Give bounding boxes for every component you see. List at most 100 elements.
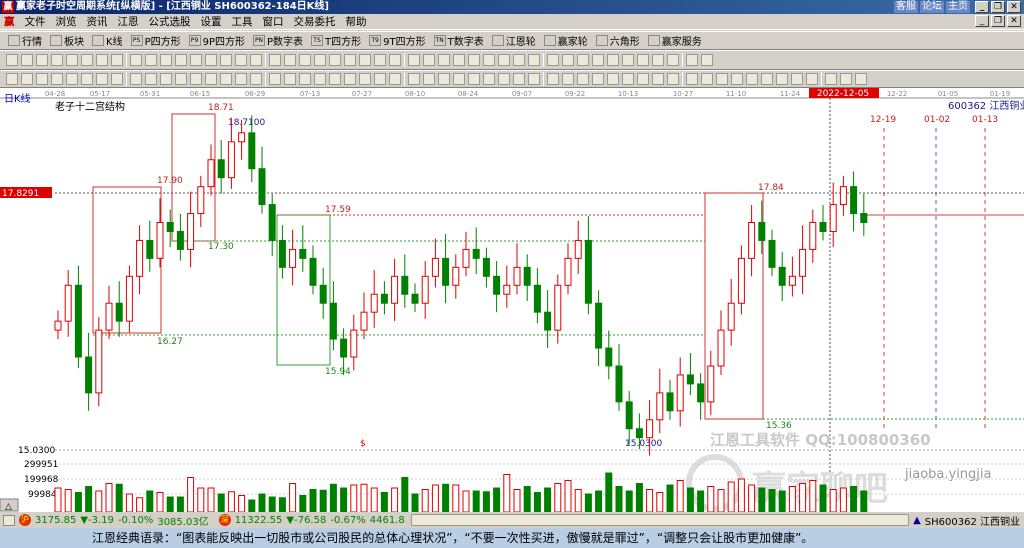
tool-icon[interactable] — [51, 73, 63, 85]
tool-icon[interactable] — [235, 73, 247, 85]
toolbar-5[interactable]: PN P数字表 — [253, 33, 303, 48]
link-forum[interactable]: 论坛 — [920, 1, 944, 13]
restore-icon[interactable]: ❐ — [991, 1, 1005, 13]
tool-icon[interactable] — [220, 54, 232, 66]
tool-icon[interactable] — [130, 73, 142, 85]
tool-icon[interactable] — [408, 73, 420, 85]
menu-gann[interactable]: 江恩 — [117, 16, 139, 28]
child-restore-icon[interactable]: ❐ — [991, 15, 1005, 27]
tool-icon[interactable] — [205, 73, 217, 85]
tool-icon[interactable] — [250, 54, 262, 66]
tool-icon[interactable] — [66, 54, 78, 66]
tool-icon[interactable] — [776, 73, 788, 85]
menu-help[interactable]: 帮助 — [345, 16, 367, 28]
menu-formula[interactable]: 公式选股 — [148, 16, 191, 28]
tool-icon[interactable] — [329, 73, 341, 85]
tool-icon[interactable] — [175, 54, 187, 66]
tool-icon[interactable] — [145, 73, 157, 85]
toolbar-10[interactable]: 赢家轮 — [543, 33, 588, 48]
tool-icon[interactable] — [825, 73, 837, 85]
tool-icon[interactable] — [130, 54, 142, 66]
tool-icon[interactable] — [66, 73, 78, 85]
tool-icon[interactable] — [190, 73, 202, 85]
tool-icon[interactable] — [791, 73, 803, 85]
tool-icon[interactable] — [423, 54, 435, 66]
tool-icon[interactable] — [716, 73, 728, 85]
tool-icon[interactable] — [111, 54, 123, 66]
tool-icon[interactable] — [423, 73, 435, 85]
toolbar-7[interactable]: T9 9T四方形 — [369, 33, 426, 48]
tool-icon[interactable] — [686, 54, 698, 66]
tool-icon[interactable] — [513, 73, 525, 85]
tool-icon[interactable] — [359, 73, 371, 85]
tool-icon[interactable] — [51, 54, 63, 66]
child-close-icon[interactable]: ✕ — [1007, 15, 1021, 27]
tool-icon[interactable] — [6, 54, 18, 66]
toolbar-11[interactable]: 六角形 — [595, 33, 640, 48]
tool-icon[interactable] — [686, 73, 698, 85]
menu-file[interactable]: 文件 — [24, 16, 46, 28]
tool-icon[interactable] — [637, 73, 649, 85]
tool-icon[interactable] — [701, 54, 713, 66]
tool-icon[interactable] — [761, 73, 773, 85]
toolbar-9[interactable]: 江恩轮 — [491, 33, 536, 48]
toolbar-0[interactable]: 行情 — [8, 33, 42, 48]
toolbar-4[interactable]: P9 9P四方形 — [188, 33, 245, 48]
link-home[interactable]: 主页 — [946, 1, 970, 13]
tool-icon[interactable] — [652, 73, 664, 85]
tool-icon[interactable] — [160, 73, 172, 85]
tool-icon[interactable] — [81, 73, 93, 85]
tool-icon[interactable] — [453, 54, 465, 66]
tool-icon[interactable] — [299, 73, 311, 85]
minimize-icon[interactable]: _ — [975, 1, 989, 13]
tool-icon[interactable] — [806, 73, 818, 85]
tool-icon[interactable] — [731, 73, 743, 85]
tool-icon[interactable] — [483, 73, 495, 85]
tool-icon[interactable] — [577, 73, 589, 85]
tool-icon[interactable] — [250, 73, 262, 85]
toolbar-12[interactable]: 赢家服务 — [647, 33, 702, 48]
tool-icon[interactable] — [607, 73, 619, 85]
toolbar-3[interactable]: PS P四方形 — [130, 33, 181, 48]
chart-svg[interactable]: 04-28 05-17 05-31 06-15 06-29 07-13 07-27 08-10… — [0, 88, 1024, 513]
tool-icon[interactable] — [562, 54, 574, 66]
tool-icon[interactable] — [667, 54, 679, 66]
tool-icon[interactable] — [344, 54, 356, 66]
tool-icon[interactable] — [528, 54, 540, 66]
tool-icon[interactable] — [513, 54, 525, 66]
child-minimize-icon[interactable]: _ — [975, 15, 989, 27]
tool-icon[interactable] — [453, 73, 465, 85]
toolbar-6[interactable]: TS T四方形 — [311, 33, 361, 48]
tool-icon[interactable] — [547, 73, 559, 85]
tool-icon[interactable] — [111, 73, 123, 85]
tool-icon[interactable] — [498, 73, 510, 85]
tool-icon[interactable] — [746, 73, 758, 85]
tool-icon[interactable] — [408, 54, 420, 66]
tool-icon[interactable] — [359, 54, 371, 66]
tool-icon[interactable] — [284, 73, 296, 85]
tool-icon[interactable] — [96, 73, 108, 85]
tool-icon[interactable] — [6, 73, 18, 85]
tool-icon[interactable] — [374, 54, 386, 66]
tool-icon[interactable] — [235, 54, 247, 66]
tool-icon[interactable] — [21, 54, 33, 66]
tool-icon[interactable] — [269, 54, 281, 66]
tool-icon[interactable] — [21, 73, 33, 85]
tool-icon[interactable] — [547, 54, 559, 66]
tool-icon[interactable] — [81, 54, 93, 66]
tool-icon[interactable] — [329, 54, 341, 66]
horizontal-scrollbar[interactable] — [410, 514, 910, 526]
tool-icon[interactable] — [389, 54, 401, 66]
tool-icon[interactable] — [592, 54, 604, 66]
close-icon[interactable]: ✕ — [1007, 1, 1021, 13]
tool-icon[interactable] — [160, 54, 172, 66]
tool-icon[interactable] — [374, 73, 386, 85]
tool-icon[interactable] — [637, 54, 649, 66]
tool-icon[interactable] — [314, 73, 326, 85]
link-service[interactable]: 客服 — [894, 1, 918, 13]
tool-icon[interactable] — [468, 73, 480, 85]
toolbar-1[interactable]: 板块 — [50, 33, 84, 48]
menu-info[interactable]: 资讯 — [86, 16, 108, 28]
tool-icon[interactable] — [840, 73, 852, 85]
tool-icon[interactable] — [562, 73, 574, 85]
